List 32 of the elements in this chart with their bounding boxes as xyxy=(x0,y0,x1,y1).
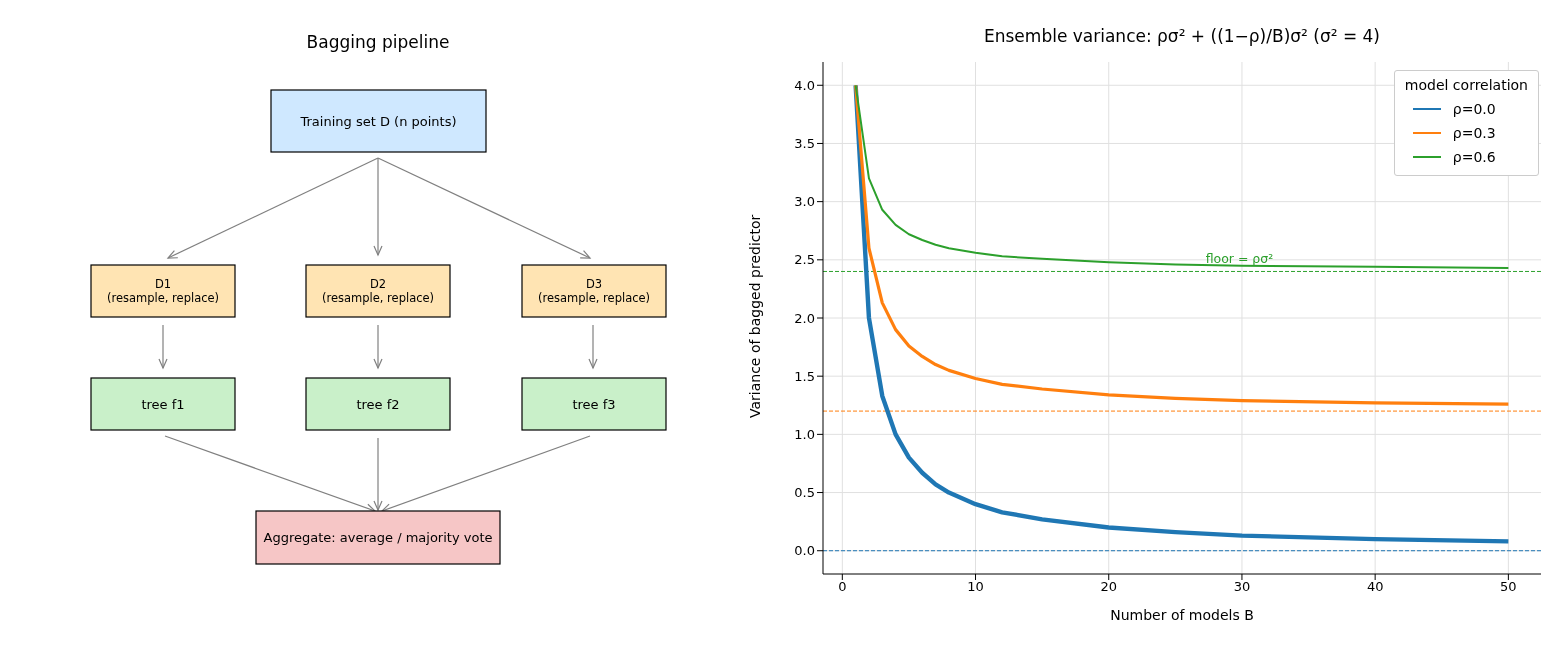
y-tick-label: 1.0 xyxy=(794,426,815,442)
x-tick-label: 40 xyxy=(1366,579,1384,595)
x-tick-label: 10 xyxy=(967,579,984,595)
legend-title: model correlation xyxy=(1404,77,1528,93)
text: tree f1 xyxy=(141,396,185,412)
x-tick-label: 50 xyxy=(1500,579,1517,595)
ref-line-label: floor = ρσ² xyxy=(1205,251,1274,267)
text: Bagging pipeline xyxy=(306,32,450,52)
legend-label: ρ=0.3 xyxy=(1452,125,1496,141)
y-tick-label: 0.5 xyxy=(794,485,815,501)
text: Aggregate: average / majority vote xyxy=(263,530,493,546)
y-axis-title: Variance of bagged predictor xyxy=(746,214,763,418)
legend-label: ρ=0.0 xyxy=(1452,101,1496,117)
y-tick-label: 3.0 xyxy=(794,194,815,210)
x-tick-label: 0 xyxy=(838,579,847,595)
text: Training set D (n points) xyxy=(299,113,457,129)
text: tree f2 xyxy=(356,396,400,412)
y-tick-label: 3.5 xyxy=(794,136,815,152)
y-tick-label: 4.0 xyxy=(794,77,815,93)
text: D1 (resample, replace) xyxy=(106,277,220,306)
legend-label: ρ=0.6 xyxy=(1452,149,1496,165)
y-tick-label: 1.5 xyxy=(794,368,815,384)
x-tick-label: 20 xyxy=(1100,579,1118,595)
y-tick-label: 2.0 xyxy=(794,310,815,326)
text: D2 (resample, replace) xyxy=(321,277,435,306)
x-axis-title: Number of models B xyxy=(1110,607,1254,623)
y-tick-label: 0.0 xyxy=(794,543,815,559)
text: D3 (resample, replace) xyxy=(537,277,651,306)
text: tree f3 xyxy=(572,396,616,412)
chart-title: Ensemble variance: ρσ² + ((1−ρ)/B)σ² (σ² = 4) xyxy=(983,26,1381,46)
x-tick-label: 30 xyxy=(1233,579,1251,595)
y-tick-label: 2.5 xyxy=(794,252,815,268)
